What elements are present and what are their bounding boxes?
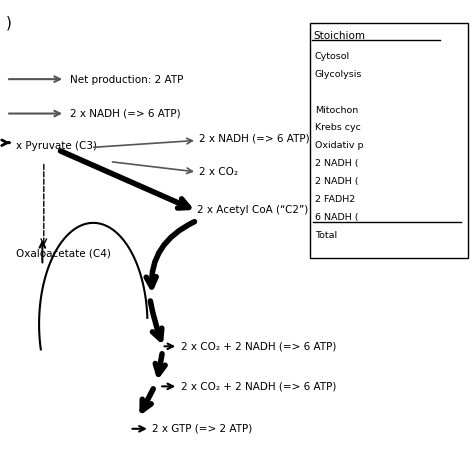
Text: 2 x GTP (=> 2 ATP): 2 x GTP (=> 2 ATP) [152, 424, 253, 434]
Text: 6 NADH (: 6 NADH ( [315, 213, 358, 222]
Text: Stoichiom: Stoichiom [314, 31, 366, 41]
Text: 2 NADH (: 2 NADH ( [315, 177, 358, 186]
Text: 2 x NADH (=> 6 ATP): 2 x NADH (=> 6 ATP) [199, 134, 310, 144]
FancyBboxPatch shape [310, 23, 468, 258]
Text: Oxaloacetate (C4): Oxaloacetate (C4) [16, 248, 110, 258]
Text: Total: Total [315, 231, 337, 240]
Text: Mitochon: Mitochon [315, 106, 358, 115]
Text: 2 NADH (: 2 NADH ( [315, 159, 358, 168]
Text: Oxidativ p: Oxidativ p [315, 141, 363, 150]
Text: Glycolysis: Glycolysis [315, 70, 362, 79]
Text: 2 x CO₂: 2 x CO₂ [199, 167, 238, 177]
Text: x Pyruvate (C3): x Pyruvate (C3) [16, 141, 97, 151]
Text: 2 x CO₂ + 2 NADH (=> 6 ATP): 2 x CO₂ + 2 NADH (=> 6 ATP) [182, 382, 337, 392]
Text: ): ) [6, 16, 12, 30]
Text: 2 x NADH (=> 6 ATP): 2 x NADH (=> 6 ATP) [70, 109, 180, 118]
Text: Net production: 2 ATP: Net production: 2 ATP [70, 75, 183, 85]
Text: 2 x CO₂ + 2 NADH (=> 6 ATP): 2 x CO₂ + 2 NADH (=> 6 ATP) [182, 341, 337, 351]
Text: Cytosol: Cytosol [315, 52, 350, 61]
Text: 2 x Acetyl CoA (“C2”): 2 x Acetyl CoA (“C2”) [197, 205, 308, 215]
Text: 2 FADH2: 2 FADH2 [315, 195, 355, 204]
Text: Krebs cyc: Krebs cyc [315, 123, 361, 132]
